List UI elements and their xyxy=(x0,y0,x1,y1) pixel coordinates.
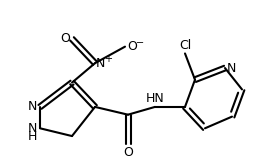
Text: +: + xyxy=(104,54,112,64)
Text: N: N xyxy=(28,100,37,113)
Text: N: N xyxy=(227,62,236,75)
Text: O: O xyxy=(127,40,137,53)
Text: O: O xyxy=(123,146,133,159)
Text: H: H xyxy=(28,130,37,142)
Text: O: O xyxy=(60,32,70,45)
Text: Cl: Cl xyxy=(179,38,191,52)
Text: −: − xyxy=(136,38,144,48)
Text: N: N xyxy=(96,57,105,70)
Text: HN: HN xyxy=(146,92,164,105)
Text: N: N xyxy=(28,122,37,135)
